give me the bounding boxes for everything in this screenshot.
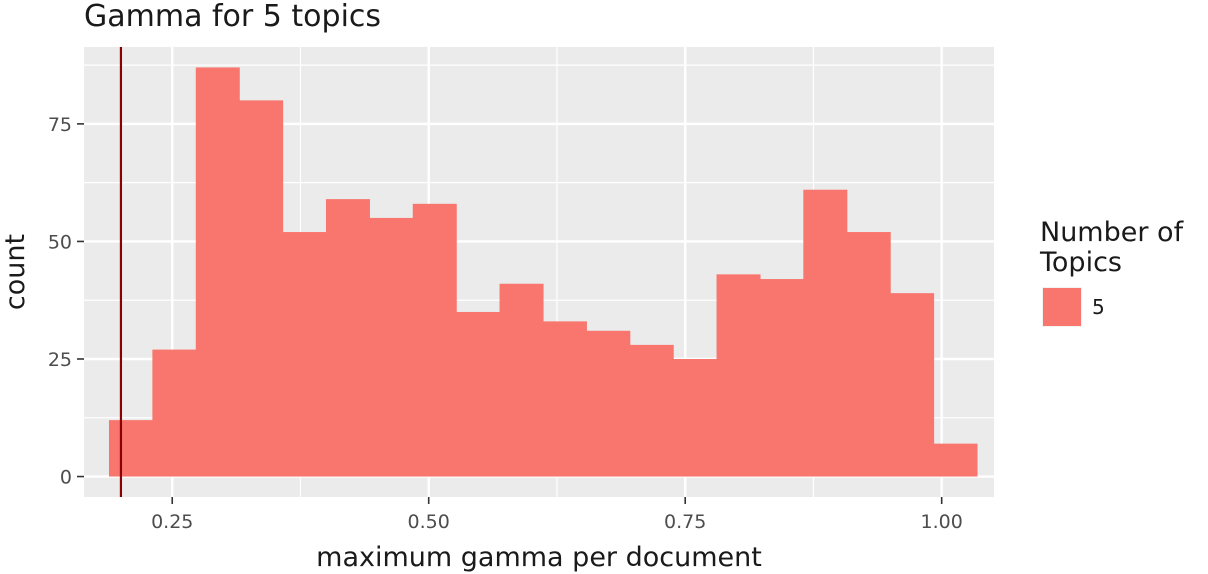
histogram-bar: [846, 232, 891, 477]
x-tick-label: 0.50: [408, 511, 450, 533]
x-tick-label: 0.25: [151, 511, 193, 533]
histogram-bar: [586, 330, 631, 477]
legend-title-line: Topics: [1039, 247, 1122, 278]
histogram-bar: [542, 321, 587, 477]
histogram-bar: [456, 311, 501, 477]
y-tick-label: 25: [48, 349, 72, 371]
histogram-bar: [369, 217, 414, 477]
histogram-bar: [759, 279, 804, 477]
x-tick-label: 0.75: [664, 511, 706, 533]
histogram-bar: [152, 349, 197, 477]
legend-title-line: Number of: [1040, 217, 1185, 248]
y-tick-label: 75: [48, 114, 72, 136]
histogram-bar: [673, 358, 718, 477]
x-axis-title: maximum gamma per document: [316, 542, 762, 573]
y-tick-label: 0: [60, 467, 72, 489]
legend-swatch: [1043, 288, 1081, 326]
chart-title: Gamma for 5 topics: [84, 0, 381, 34]
histogram-bar: [108, 420, 153, 477]
y-axis-title: count: [0, 234, 31, 310]
x-tick-label: 1.00: [921, 511, 963, 533]
x-axis: 0.25 0.50 0.75 1.00: [151, 497, 963, 533]
legend-item-label: 5: [1092, 295, 1105, 319]
y-tick-label: 50: [48, 231, 72, 253]
histogram-bar: [803, 189, 848, 477]
histogram-bar: [325, 199, 370, 477]
histogram-bar: [629, 344, 674, 477]
histogram-bar: [890, 293, 935, 477]
histogram-bar: [239, 100, 284, 477]
histogram-bar: [282, 232, 327, 477]
histogram-bars: [108, 67, 978, 477]
histogram-bar: [412, 203, 457, 477]
histogram-bar: [716, 274, 761, 477]
histogram-bar: [195, 67, 240, 477]
histogram-bar: [933, 443, 978, 477]
histogram-bar: [499, 283, 544, 477]
y-axis: 0 25 50 75: [48, 114, 84, 489]
